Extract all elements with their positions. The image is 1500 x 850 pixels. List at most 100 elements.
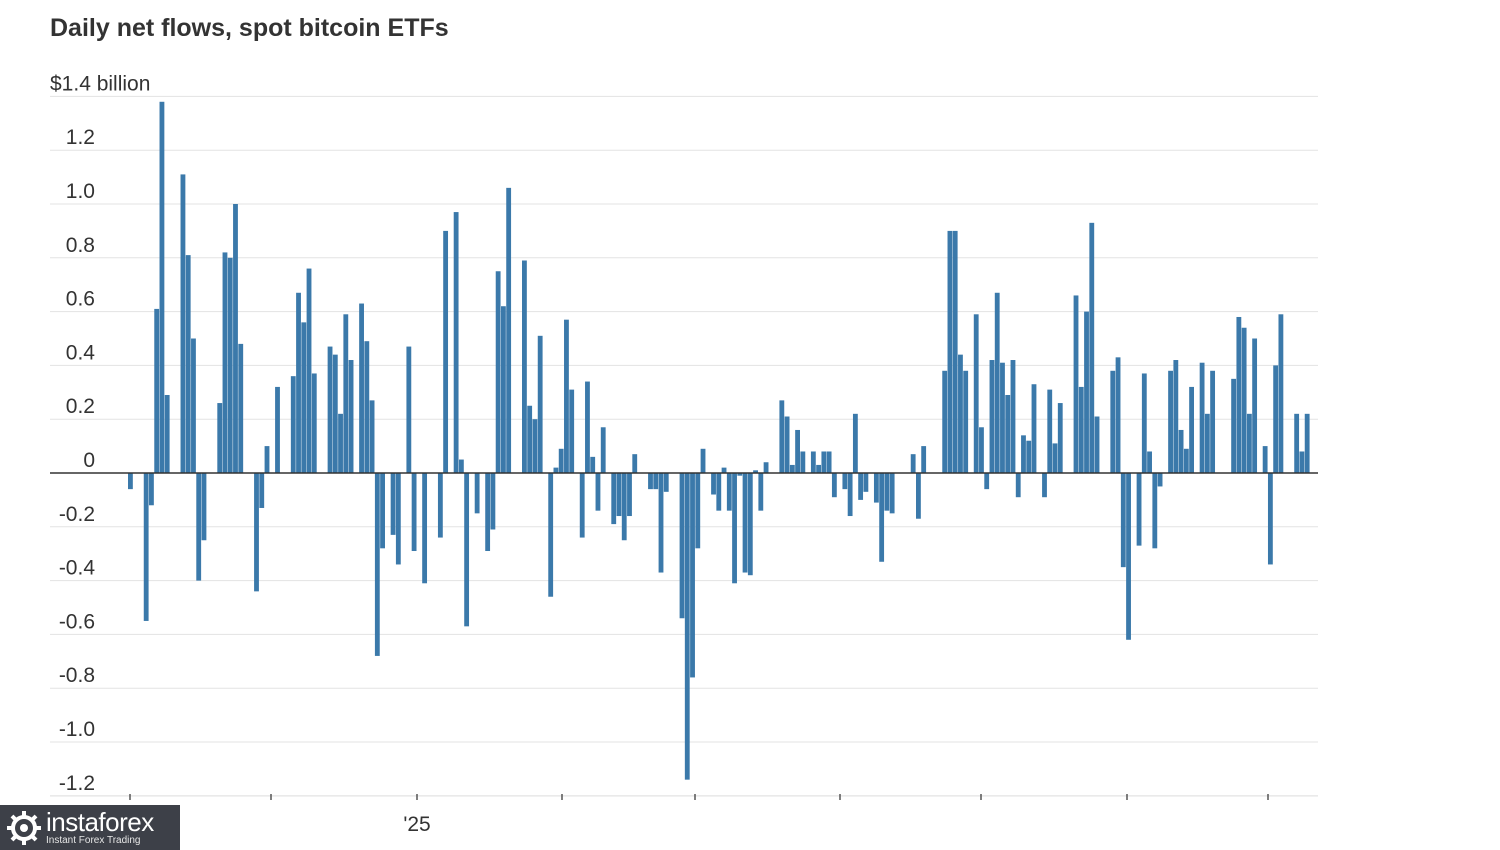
- flow-bar: [958, 354, 963, 473]
- flow-bar: [737, 473, 743, 476]
- flow-bar: [884, 473, 890, 511]
- flow-bar: [753, 470, 758, 473]
- flow-bar: [721, 467, 727, 473]
- flow-bar: [679, 473, 685, 619]
- y-axis-labels: $1.4 billion 1.2 1.0 0.8 0.6 0.4 0.2 0 -0.2 -0.4 -…: [50, 72, 150, 794]
- flow-bar: [621, 473, 627, 541]
- flow-bar: [395, 473, 401, 565]
- flow-bar: [1110, 370, 1116, 473]
- instaforex-watermark: instaforex Instant Forex Trading: [0, 805, 180, 850]
- flow-bar: [548, 473, 554, 597]
- flow-bar: [1210, 370, 1216, 473]
- flow-bar: [1010, 360, 1016, 473]
- flow-bar: [527, 405, 533, 473]
- y-tick-label: -1.2: [59, 772, 95, 795]
- gear-logo-icon: [7, 810, 41, 845]
- flow-bar: [185, 255, 191, 473]
- y-tick-label: 0.8: [66, 234, 95, 257]
- flow-bar: [1236, 316, 1242, 473]
- flow-bar: [1078, 386, 1084, 473]
- flow-bar: [411, 473, 417, 552]
- flow-bar: [653, 473, 659, 490]
- flow-bar: [616, 473, 622, 517]
- flow-bar: [579, 473, 585, 538]
- flow-bar: [726, 473, 732, 511]
- flow-bar: [327, 346, 333, 473]
- flow-bar: [233, 204, 238, 473]
- flow-bar: [847, 473, 853, 517]
- y-tick-label: -0.2: [59, 503, 95, 526]
- y-tick-label: -0.8: [59, 664, 95, 687]
- flow-bar: [553, 467, 559, 473]
- flow-bar: [569, 389, 575, 473]
- flow-bar: [1152, 473, 1158, 549]
- gridlines: [50, 95, 1318, 797]
- flow-bar: [464, 473, 470, 627]
- y-tick-label: 0.4: [66, 341, 96, 364]
- flow-bar: [1015, 473, 1021, 498]
- flow-bar: [858, 473, 864, 500]
- flow-bar: [154, 308, 160, 473]
- flow-bar: [758, 473, 764, 511]
- flow-bar: [275, 386, 280, 473]
- flow-bar: [238, 343, 244, 473]
- flow-bar: [1199, 362, 1205, 473]
- flow-bar: [800, 451, 806, 473]
- flow-bar: [359, 303, 364, 473]
- flow-bar: [159, 101, 165, 473]
- y-tick-label: -0.6: [59, 610, 95, 633]
- flow-bar: [711, 473, 716, 495]
- flow-bar: [700, 448, 706, 473]
- flow-bar: [690, 473, 695, 678]
- flow-bar: [332, 354, 338, 473]
- flow-bar: [1262, 446, 1268, 473]
- flow-bar: [989, 360, 995, 473]
- y-tick-label: 1.0: [66, 180, 95, 203]
- flow-bar: [952, 230, 958, 473]
- flow-bar: [180, 174, 186, 473]
- flow-bar: [1173, 360, 1179, 473]
- flow-bar: [942, 370, 948, 473]
- flow-bar: [558, 448, 564, 473]
- flow-bar: [663, 473, 669, 492]
- flow-bar: [695, 473, 701, 549]
- flow-bar: [831, 473, 837, 498]
- flow-bar: [947, 230, 953, 473]
- flow-bar: [143, 473, 149, 621]
- flow-bar: [380, 473, 385, 549]
- flow-bar: [611, 473, 617, 525]
- flow-bar: [842, 473, 848, 490]
- flow-bar: [963, 370, 969, 473]
- flow-bar: [1052, 443, 1058, 473]
- flow-bar: [658, 473, 664, 573]
- flow-bar: [443, 230, 449, 473]
- flow-bar: [374, 473, 380, 656]
- watermark-brand: instaforex: [46, 807, 154, 837]
- flow-bar: [716, 473, 722, 511]
- flow-bar: [747, 473, 753, 576]
- flow-bar: [1299, 451, 1305, 473]
- flow-bar: [595, 473, 601, 511]
- flow-bar: [348, 360, 354, 473]
- flow-bar: [453, 212, 459, 473]
- flow-bar: [1278, 314, 1284, 473]
- flow-bar: [564, 319, 569, 473]
- flow-bar: [648, 473, 653, 490]
- chart-title: Daily net flows, spot bitcoin ETFs: [50, 14, 449, 42]
- flow-bar: [810, 451, 816, 473]
- flow-bar: [301, 322, 307, 473]
- flow-bar: [437, 473, 443, 538]
- flow-bar: [1178, 429, 1184, 473]
- flow-bar: [1252, 338, 1258, 473]
- flow-bar: [311, 373, 317, 473]
- flow-bar: [369, 400, 375, 473]
- flow-bar: [1000, 362, 1005, 473]
- flow-bar: [1241, 327, 1247, 473]
- flow-bar: [1126, 473, 1131, 640]
- flow-bar: [290, 376, 296, 473]
- flow-bar: [784, 416, 790, 473]
- flow-bar: [1168, 370, 1173, 473]
- flow-bar: [1073, 295, 1079, 473]
- flow-bar: [732, 473, 737, 584]
